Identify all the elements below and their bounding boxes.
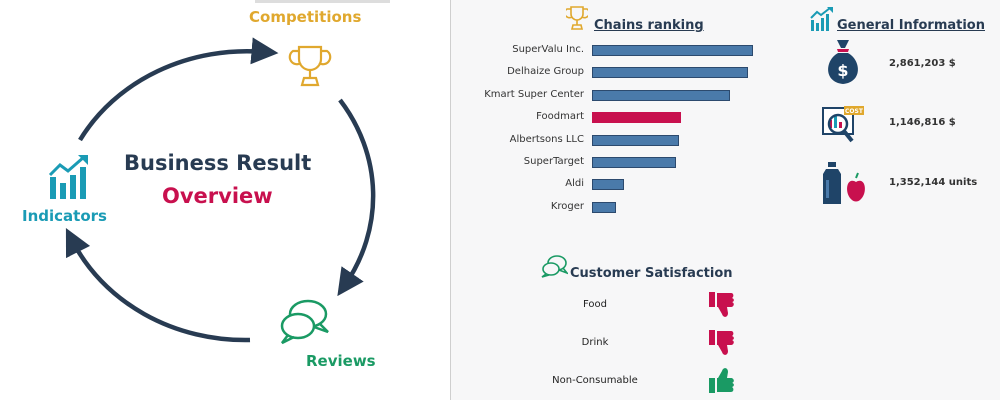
money-bag-icon: $ (828, 40, 858, 84)
chain-label: Delhaize Group (507, 66, 584, 78)
cs-label-drink: Drink (581, 337, 609, 348)
competitions-label: Competitions (249, 8, 362, 26)
speech-bubbles-icon (280, 299, 329, 345)
chain-row: Albertsons LLC (470, 133, 790, 149)
reviews-label: Reviews (306, 352, 376, 370)
chain-row: Kroger (470, 200, 790, 216)
gi-value-revenue: 2,861,203 $ (889, 58, 956, 69)
trophy-icon (288, 45, 332, 87)
cycle-arrow-bottom (65, 227, 251, 343)
chain-row: Foodmart (470, 110, 790, 126)
chain-label: SuperTarget (523, 156, 584, 167)
chain-bar (592, 89, 731, 101)
chain-row: SuperValu Inc. (470, 43, 790, 59)
svg-text:$: $ (837, 61, 848, 80)
chain-row: Aldi (470, 177, 790, 193)
chain-bar (592, 179, 625, 191)
page-subtitle: Overview (162, 184, 273, 208)
groceries-icon (823, 162, 865, 204)
gi-value-cost: 1,146,816 $ (889, 117, 956, 128)
cycle-arrow-top (78, 37, 279, 142)
cost-analysis-icon: COST (822, 106, 864, 143)
growth-chart-small-icon (810, 7, 833, 31)
cs-label-non-consumable: Non-Consumable (552, 375, 638, 386)
svg-text:COST: COST (845, 108, 864, 115)
cs-label-food: Food (583, 299, 607, 310)
customer-satisfaction-title: Customer Satisfaction (570, 266, 733, 281)
general-information-title: General Information (837, 18, 985, 33)
chains-ranking-title: Chains ranking (594, 18, 704, 33)
cycle-arrow-right (337, 98, 376, 297)
chain-label: Kroger (550, 200, 584, 212)
chain-row: SuperTarget (470, 155, 790, 171)
cycle-diagram (48, 37, 376, 345)
chain-bar (592, 67, 749, 79)
page-title: Business Result (124, 151, 312, 175)
gi-value-units: 1,352,144 units (889, 177, 978, 188)
thumbs-up-icon (709, 368, 734, 393)
chain-label: Foodmart (536, 111, 584, 123)
thumbs-down-icon (709, 330, 734, 355)
panel-divider (450, 0, 451, 400)
chain-row: Delhaize Group (470, 65, 790, 81)
speech-bubbles-small-icon (541, 255, 568, 278)
chain-label: Kmart Super Center (484, 88, 584, 100)
chain-row: Kmart Super Center (470, 88, 790, 104)
trophy-small-icon (566, 6, 588, 30)
chain-bar (592, 134, 679, 146)
chain-label: SuperValu Inc. (512, 44, 584, 55)
chain-bar (592, 157, 676, 168)
chain-bar (592, 201, 617, 213)
chain-label: Aldi (565, 178, 584, 190)
chain-bar (592, 45, 753, 56)
chain-bar (592, 112, 681, 124)
chain-label: Albertsons LLC (509, 133, 584, 145)
top-tab-indicator (255, 0, 390, 3)
growth-chart-icon (48, 155, 88, 199)
indicators-label: Indicators (22, 207, 107, 225)
thumbs-down-icon (709, 292, 734, 317)
